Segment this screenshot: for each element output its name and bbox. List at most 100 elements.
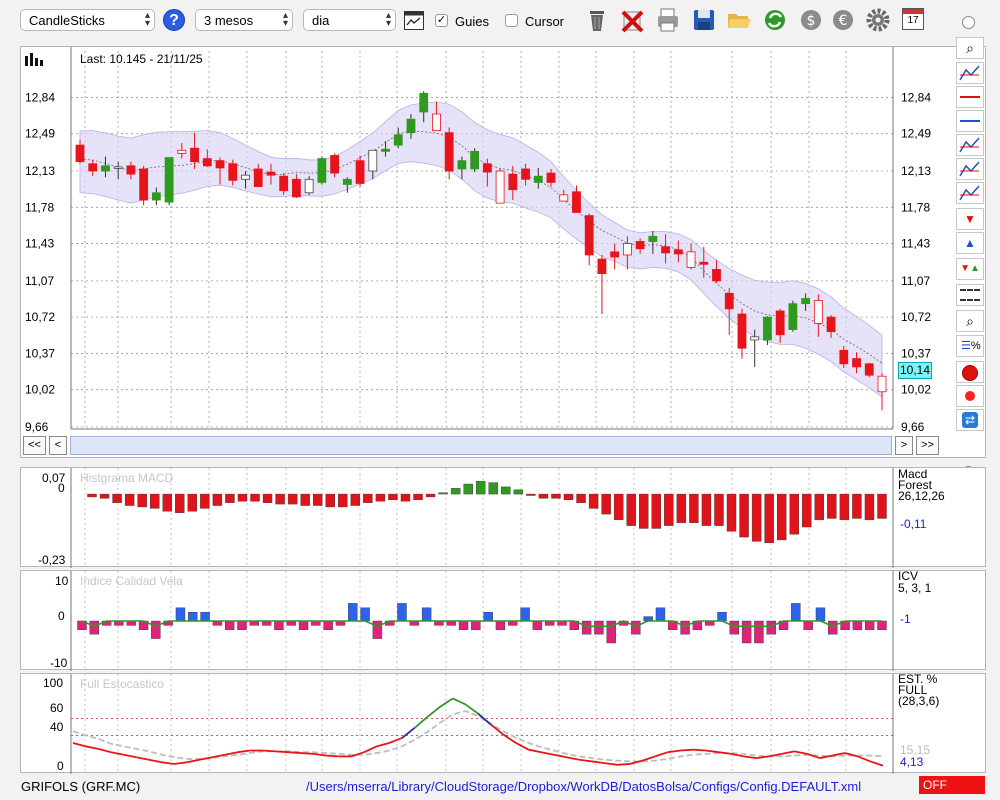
chart-type-select[interactable]: CandleSticks ▴ ▾ [20, 9, 155, 31]
stoch-fast-segment [566, 756, 580, 761]
main-chart-radio[interactable] [962, 16, 975, 29]
trash-icon[interactable] [584, 6, 610, 34]
candle [279, 173, 289, 195]
stoch-fast-segment [515, 742, 530, 751]
candle [406, 114, 416, 139]
macd-bar [751, 493, 762, 542]
macd-bar [538, 493, 549, 499]
interval-value: dia [312, 13, 330, 28]
arrow-down-icon[interactable]: ▼ [956, 208, 984, 230]
refresh-icon[interactable] [762, 6, 788, 34]
record-icon[interactable] [956, 385, 984, 407]
candle [342, 177, 352, 193]
save-icon[interactable] [691, 6, 717, 34]
dashed-lines-icon[interactable] [956, 284, 984, 306]
stoch-fast-segment [351, 751, 365, 758]
gear-icon[interactable] [865, 6, 891, 34]
nav-prev-button[interactable]: < [49, 436, 67, 455]
candle-body [470, 150, 480, 170]
candle [177, 143, 187, 159]
candle [355, 155, 365, 187]
nav-last-button[interactable]: >> [916, 436, 939, 455]
candle-body [495, 170, 505, 204]
guies-checkbox[interactable]: ✓ [435, 14, 448, 27]
stoch-fast-segment [832, 752, 846, 757]
macd-histogram[interactable] [21, 468, 987, 568]
icv-bar [237, 620, 247, 631]
open-folder-icon[interactable] [726, 6, 752, 34]
volume-bars-icon[interactable] [25, 52, 43, 66]
chart-window-icon[interactable] [404, 11, 424, 30]
symbol-label: GRIFOLS (GRF.MC) [21, 779, 141, 794]
stoch-fast-segment [174, 761, 188, 765]
icv-bar [803, 620, 813, 631]
sync-icon[interactable]: ⇄ [956, 409, 984, 431]
stoch-fast-segment [288, 751, 301, 754]
candlestick-chart[interactable]: 12,84 12,84 12,49 12,49 12,13 12,13 11,78 11,78… [21, 47, 987, 459]
icv-panel [20, 570, 987, 671]
stoch-value-fast: 4,13 [900, 755, 924, 769]
percent-lines-icon[interactable]: ☰% [956, 335, 984, 357]
candle [712, 260, 721, 283]
candle [215, 157, 225, 185]
icv-chart[interactable] [21, 571, 987, 671]
stoch-fast-segment [136, 756, 150, 761]
stoch-fast-segment [870, 760, 884, 767]
candle [572, 185, 581, 213]
icv-bar [631, 620, 641, 635]
stoch-fast-segment [794, 750, 808, 755]
stop-icon[interactable] [956, 361, 984, 383]
arrow-up-icon[interactable]: ▲ [956, 232, 984, 254]
candle-body [533, 175, 543, 183]
nav-first-button[interactable]: << [23, 436, 46, 455]
add-arrows-icon[interactable]: ▼▲ [956, 258, 984, 280]
cursor-checkbox[interactable] [505, 14, 518, 27]
trend-line-icon[interactable] [956, 158, 984, 180]
candle-body [610, 251, 620, 258]
blue-horizontal-line-icon[interactable] [956, 110, 984, 132]
macd-bar [613, 493, 624, 521]
candle-body [113, 166, 123, 169]
macd-bar [400, 493, 411, 502]
sigma-channel-icon[interactable] [956, 182, 984, 204]
currency-euro-icon[interactable]: € [830, 6, 856, 34]
candle-body [253, 168, 263, 187]
help-icon[interactable]: ? [163, 9, 185, 31]
icv-bar [754, 620, 764, 644]
wave-chart-icon[interactable] [956, 62, 984, 84]
y-tick-label-right: 11,43 [901, 237, 930, 251]
delete-icon[interactable] [620, 6, 646, 34]
candle-body [368, 149, 378, 172]
stoch-fast-segment [414, 716, 428, 729]
icv-value: -1 [900, 612, 911, 626]
candle [253, 163, 263, 187]
currency-dollar-icon[interactable]: $ [798, 6, 824, 34]
print-icon[interactable] [655, 6, 681, 34]
candle-body [788, 303, 798, 330]
icv-bar [864, 620, 875, 631]
stochastic-chart[interactable] [21, 674, 987, 774]
icv-bar [717, 612, 727, 622]
candle-body [393, 134, 403, 146]
x-axis-scrollbar[interactable] [70, 436, 892, 455]
candle [750, 329, 760, 367]
main-chart-panel: 12,84 12,84 12,49 12,49 12,13 12,13 11,78 11,78… [20, 46, 986, 458]
red-horizontal-line-icon[interactable] [956, 86, 984, 108]
candle [317, 156, 327, 185]
interval-select[interactable]: dia ▴ ▾ [303, 9, 396, 31]
stoch-fast-segment [819, 754, 833, 759]
fibonacci-icon[interactable] [956, 134, 984, 156]
candle [813, 294, 823, 337]
icv-bar [397, 603, 407, 622]
period-select[interactable]: 3 mesos ▴ ▾ [195, 9, 293, 31]
off-status-badge[interactable]: OFF [919, 776, 985, 794]
nav-next-button[interactable]: > [895, 436, 913, 455]
last-quote-info: Last: 10.145 - 21/11/25 [80, 52, 203, 66]
calendar-icon[interactable]: 17 [902, 8, 924, 30]
percent-zoom-icon[interactable]: ⌕ [956, 310, 984, 332]
config-path-link[interactable]: /Users/mserra/Library/CloudStorage/Dropb… [306, 779, 862, 794]
candle [533, 167, 543, 189]
macd-bar [701, 493, 712, 526]
stoch-fast-segment [541, 751, 555, 756]
zoom-icon[interactable]: ⌕ [956, 37, 984, 59]
